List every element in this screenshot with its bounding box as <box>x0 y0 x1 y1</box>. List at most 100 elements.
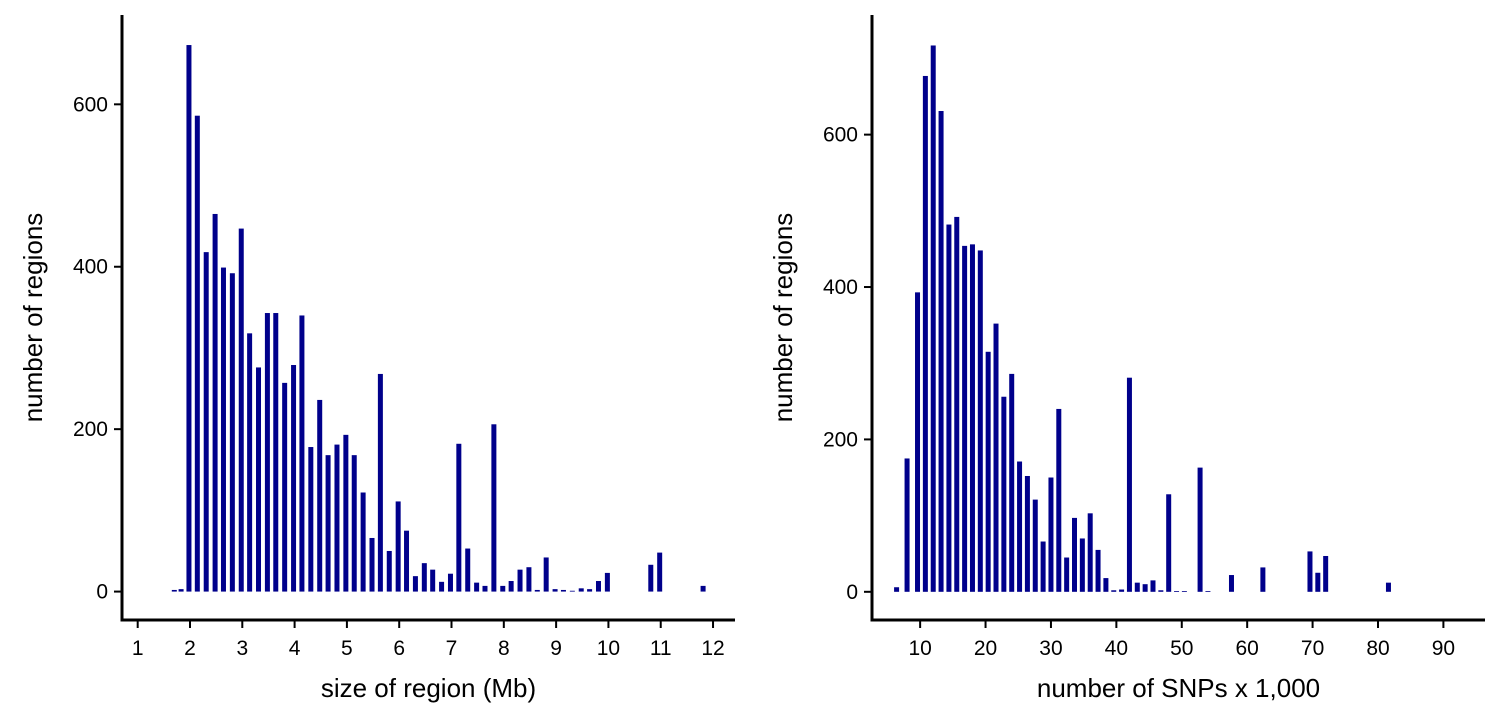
bar <box>395 501 401 592</box>
x-tick-label: 20 <box>974 637 997 660</box>
bar <box>526 567 532 592</box>
bar <box>1056 408 1062 592</box>
bar <box>604 572 610 592</box>
bar <box>517 569 523 592</box>
bar <box>343 434 349 592</box>
bar <box>930 45 936 592</box>
bar <box>186 45 192 592</box>
y-tick-label: 200 <box>823 428 858 451</box>
x-tick-label: 10 <box>597 637 620 660</box>
bar <box>299 315 305 592</box>
x-tick-label: 4 <box>289 637 301 660</box>
bar <box>1228 575 1234 592</box>
bar <box>1103 578 1109 592</box>
y-tick-label: 0 <box>846 581 858 604</box>
bar <box>351 455 357 592</box>
bar <box>308 447 314 592</box>
bar <box>1323 555 1329 592</box>
bar <box>1181 591 1187 592</box>
bar <box>543 557 549 592</box>
bar <box>1095 549 1101 592</box>
bar <box>1197 467 1203 592</box>
bar <box>985 351 991 592</box>
bar <box>1126 377 1132 592</box>
x-tick-label: 6 <box>393 637 405 660</box>
bar <box>569 590 575 592</box>
x-tick-label: 5 <box>341 637 353 660</box>
y-tick-label: 400 <box>823 276 858 299</box>
bar <box>482 585 488 592</box>
bar <box>171 589 177 592</box>
x-axis-title: size of region (Mb) <box>321 673 536 703</box>
bar <box>1064 557 1070 592</box>
bar <box>1385 582 1391 592</box>
bar <box>993 323 999 592</box>
x-tick-label: 80 <box>1366 637 1389 660</box>
bar <box>915 292 921 592</box>
bar <box>922 75 928 592</box>
x-tick-label: 40 <box>1105 637 1128 660</box>
bar <box>282 382 288 592</box>
x-tick-label: 9 <box>550 637 562 660</box>
x-tick-label: 10 <box>908 637 931 660</box>
bar <box>977 250 983 592</box>
bar <box>1260 567 1266 592</box>
bar <box>560 589 566 592</box>
bar <box>587 589 593 592</box>
bar <box>946 224 952 592</box>
bar <box>369 537 375 592</box>
bar <box>220 267 226 592</box>
bar <box>1134 582 1140 592</box>
bar <box>1174 591 1180 592</box>
bar <box>1040 541 1046 592</box>
bar <box>552 589 558 592</box>
y-tick-label: 200 <box>73 418 108 441</box>
x-tick-label: 1 <box>132 637 144 660</box>
bar <box>1142 584 1148 592</box>
bar <box>291 365 297 592</box>
y-axis-title: number of regions <box>18 213 48 423</box>
x-tick-label: 8 <box>498 637 510 660</box>
bar <box>194 115 200 592</box>
bar <box>1001 396 1007 592</box>
bar <box>264 313 270 592</box>
bar <box>421 563 427 592</box>
bar <box>256 367 262 592</box>
bar <box>1315 572 1321 592</box>
chart-panel-2: 0 200 400 600 10 20 30 40 50 60 70 80 90 number of SN… <box>768 15 1485 703</box>
bar <box>474 582 480 592</box>
x-tick-label: 90 <box>1432 637 1455 660</box>
bar <box>700 585 706 592</box>
bar <box>1205 591 1211 592</box>
bar <box>1150 580 1156 592</box>
bar <box>491 424 497 592</box>
bar <box>360 492 366 592</box>
bar <box>1024 475 1030 592</box>
x-tick-label: 3 <box>236 637 248 660</box>
bar <box>657 552 663 592</box>
bar <box>508 581 514 592</box>
x-tick-label: 2 <box>184 637 196 660</box>
bar <box>534 589 540 592</box>
bar <box>430 569 436 592</box>
bar <box>465 548 471 592</box>
bar <box>377 373 383 592</box>
y-tick-label: 400 <box>73 256 108 279</box>
bar <box>439 581 445 592</box>
bar <box>1079 538 1085 592</box>
x-tick-label: 12 <box>701 637 724 660</box>
bar <box>178 589 184 592</box>
x-tick-label: 30 <box>1039 637 1062 660</box>
bar <box>404 530 410 592</box>
bar <box>1017 461 1023 592</box>
x-tick-label: 50 <box>1170 637 1193 660</box>
bar <box>962 245 968 592</box>
bar <box>1009 373 1015 592</box>
x-axis-title: number of SNPs x 1,000 <box>1037 673 1320 703</box>
bar <box>447 573 453 592</box>
x-tick-label: 11 <box>650 637 672 660</box>
bar <box>1032 499 1038 592</box>
